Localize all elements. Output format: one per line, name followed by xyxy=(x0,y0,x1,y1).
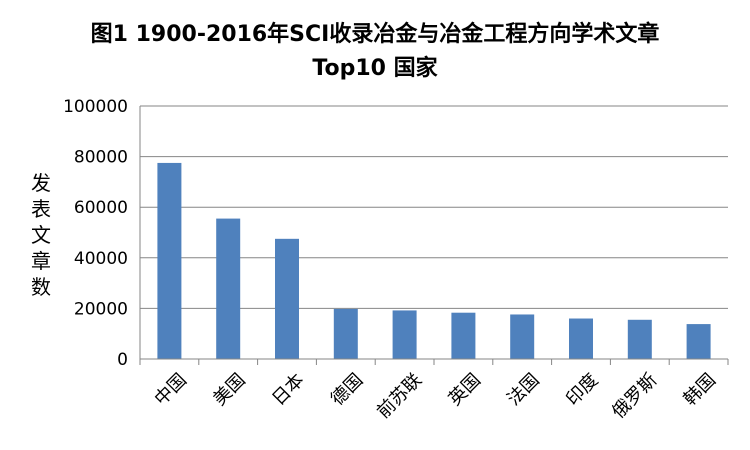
y-tick-label: 0 xyxy=(117,350,128,370)
y-tick-label: 80000 xyxy=(74,148,128,168)
bar xyxy=(157,162,182,359)
y-tick-label: 40000 xyxy=(74,249,128,269)
chart-subtitle: Top10 国家 xyxy=(312,56,438,81)
bar xyxy=(333,308,358,359)
x-tick-label: 中国 xyxy=(151,370,191,410)
y-tick-label: 20000 xyxy=(74,299,128,319)
x-tick-label: 美国 xyxy=(209,370,249,410)
y-tick-label: 60000 xyxy=(74,198,128,218)
chart-title: 图1 1900-2016年SCI收录冶金与冶金工程方向学术文章 xyxy=(90,22,660,47)
bar xyxy=(627,319,652,359)
x-tick-label: 前苏联 xyxy=(373,370,426,423)
bar xyxy=(275,238,299,359)
bar xyxy=(392,310,417,359)
x-tick-label: 韩国 xyxy=(680,370,720,410)
x-tick-label: 印度 xyxy=(562,370,602,410)
x-tick-label: 英国 xyxy=(445,370,485,410)
bar xyxy=(510,314,535,359)
y-tick-label: 100000 xyxy=(63,97,128,117)
x-tick-label: 俄罗斯 xyxy=(608,370,661,423)
x-tick-label: 日本 xyxy=(268,370,308,410)
bar xyxy=(686,324,711,359)
y-axis-label: 发表文章数 xyxy=(31,171,51,299)
bar xyxy=(569,318,593,359)
bar xyxy=(451,312,476,359)
x-tick-label: 德国 xyxy=(327,370,367,410)
x-tick-label: 法国 xyxy=(503,370,543,410)
bar xyxy=(216,218,241,359)
